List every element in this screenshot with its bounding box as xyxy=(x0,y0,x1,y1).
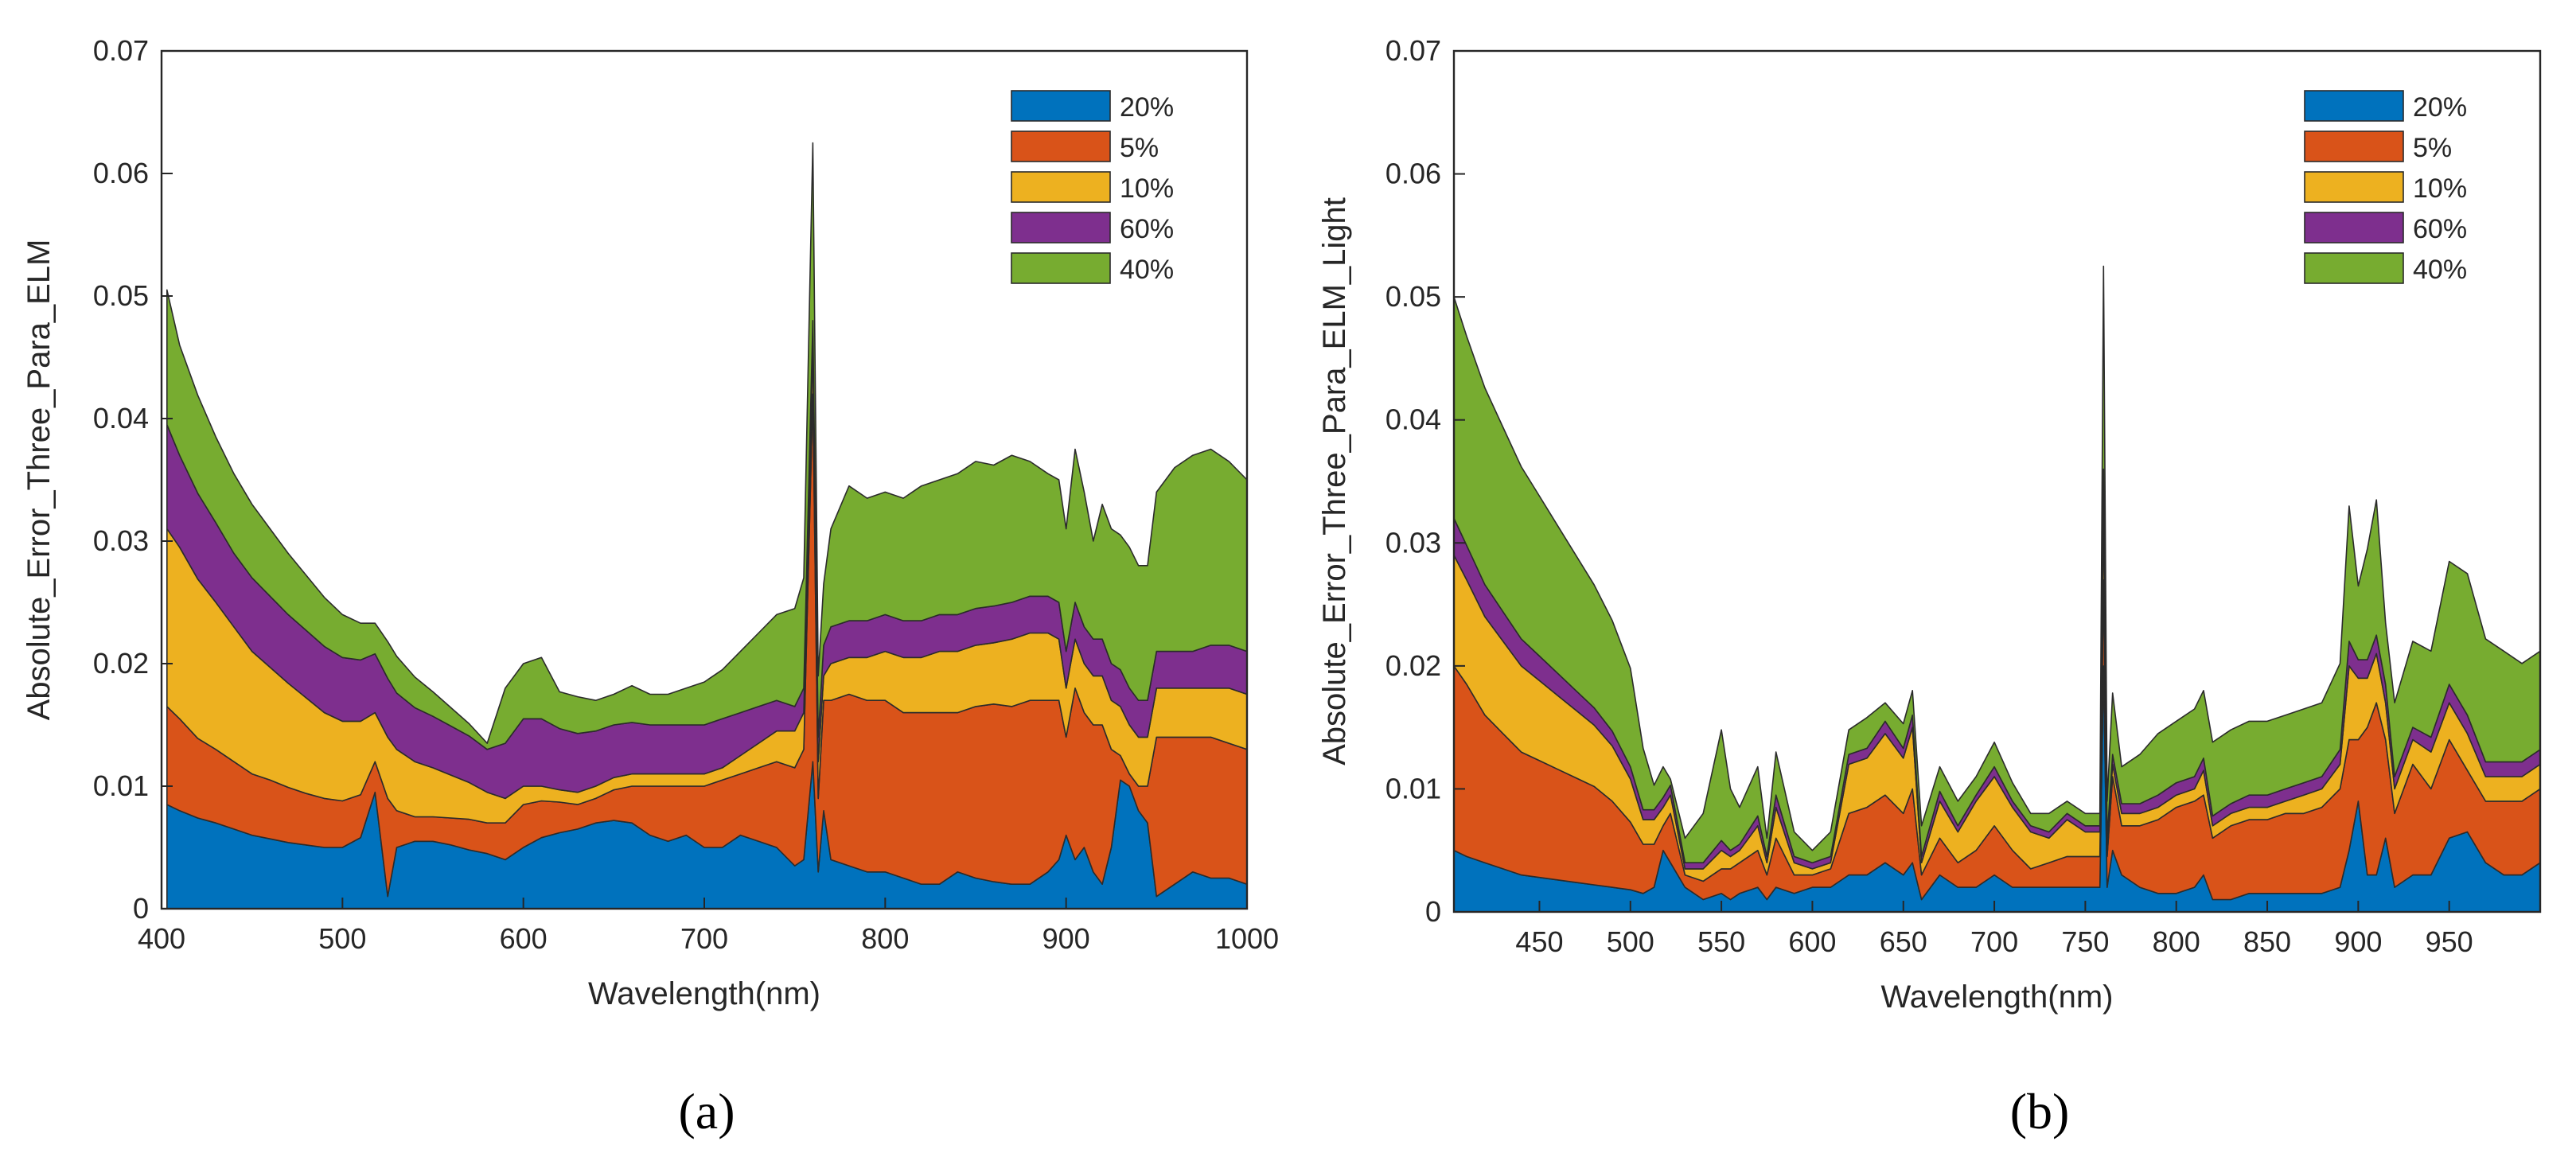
legend-label-a-40pct: 40% xyxy=(1120,255,1174,285)
legend-label-a-20pct: 20% xyxy=(1120,92,1174,123)
panel-a-caption: (a) xyxy=(678,1083,735,1139)
x-tick-label-b: 550 xyxy=(1697,925,1745,958)
y-tick-label-b: 0.04 xyxy=(1385,403,1441,436)
legend-swatch-b-60pct xyxy=(2304,212,2404,243)
y-tick-label-a: 0.04 xyxy=(93,402,149,434)
legend-label-b-60pct: 60% xyxy=(2413,214,2467,244)
chart-panel-b: 450 500 550 600 650 700 750 800 850 900 950 0 0.01 0.… xyxy=(1317,34,2542,1015)
x-tick-label-b: 850 xyxy=(2243,925,2291,958)
legend-label-b-10pct: 10% xyxy=(2413,173,2467,204)
legend-label-b-40pct: 40% xyxy=(2413,255,2467,285)
legend-swatch-a-10pct xyxy=(1011,171,1111,203)
x-tick-label-b: 500 xyxy=(1607,925,1654,958)
legend-label-b-5pct: 5% xyxy=(2413,133,2452,163)
y-axis-title-b: Absolute_Error_Three_Para_ELM_Light xyxy=(1317,197,1352,765)
chart-panel-a: 400 500 600 700 800 900 1000 0 0.01 0.02 0.03 0.04 0… xyxy=(21,34,1279,1011)
x-tick-label-a: 1000 xyxy=(1215,922,1279,955)
y-tick-label-b: 0.05 xyxy=(1385,280,1441,313)
y-tick-label-a: 0.07 xyxy=(93,34,149,67)
x-tick-label-a: 800 xyxy=(861,922,909,955)
x-tick-label-b: 600 xyxy=(1788,925,1836,958)
x-tick-label-b: 650 xyxy=(1880,925,1927,958)
y-tick-label-b: 0.06 xyxy=(1385,158,1441,190)
x-axis-title-a: Wavelength(nm) xyxy=(588,976,820,1011)
x-tick-label-a: 600 xyxy=(500,922,548,955)
y-tick-label-a: 0.05 xyxy=(93,279,149,312)
y-tick-label-a: 0.06 xyxy=(93,157,149,189)
legend-swatch-b-10pct xyxy=(2304,171,2404,203)
axes-frame-b xyxy=(1452,49,2542,913)
x-tick-label-a: 400 xyxy=(138,922,185,955)
y-tick-label-a: 0.03 xyxy=(93,524,149,557)
x-tick-label-a: 900 xyxy=(1042,922,1090,955)
x-axis-title-b: Wavelength(nm) xyxy=(1881,980,2114,1015)
x-tick-label-b: 900 xyxy=(2334,925,2382,958)
legend-swatch-a-40pct xyxy=(1011,252,1111,284)
y-tick-label-a: 0.01 xyxy=(93,769,149,802)
legend-swatch-a-5pct xyxy=(1011,130,1111,162)
x-tick-label-b: 750 xyxy=(2061,925,2109,958)
legend-label-a-5pct: 5% xyxy=(1120,133,1159,163)
x-tick-label-b: 800 xyxy=(2153,925,2200,958)
legend-swatch-b-5pct xyxy=(2304,130,2404,162)
legend-swatch-b-40pct xyxy=(2304,252,2404,284)
x-tick-label-b: 450 xyxy=(1515,925,1563,958)
legend-label-b-20pct: 20% xyxy=(2413,92,2467,123)
legend-swatch-a-20pct xyxy=(1011,90,1111,122)
legend-swatch-b-20pct xyxy=(2304,90,2404,122)
x-tick-label-b: 700 xyxy=(1970,925,2018,958)
legend-label-a-60pct: 60% xyxy=(1120,214,1174,244)
y-tick-label-b: 0 xyxy=(1425,895,1441,928)
y-tick-label-a: 0 xyxy=(133,892,149,925)
y-tick-label-b: 0.01 xyxy=(1385,772,1441,804)
y-axis-title-a: Absolute_Error_Three_Para_ELM xyxy=(21,240,57,721)
y-tick-label-b: 0.07 xyxy=(1385,34,1441,67)
x-tick-label-b: 950 xyxy=(2426,925,2473,958)
y-tick-label-a: 0.02 xyxy=(93,647,149,680)
x-tick-label-a: 700 xyxy=(680,922,728,955)
legend-label-a-10pct: 10% xyxy=(1120,173,1174,204)
y-tick-label-b: 0.03 xyxy=(1385,526,1441,559)
y-tick-label-b: 0.02 xyxy=(1385,649,1441,682)
panel-b-caption: (b) xyxy=(2010,1083,2070,1139)
x-tick-label-a: 500 xyxy=(318,922,366,955)
legend-swatch-a-60pct xyxy=(1011,212,1111,243)
